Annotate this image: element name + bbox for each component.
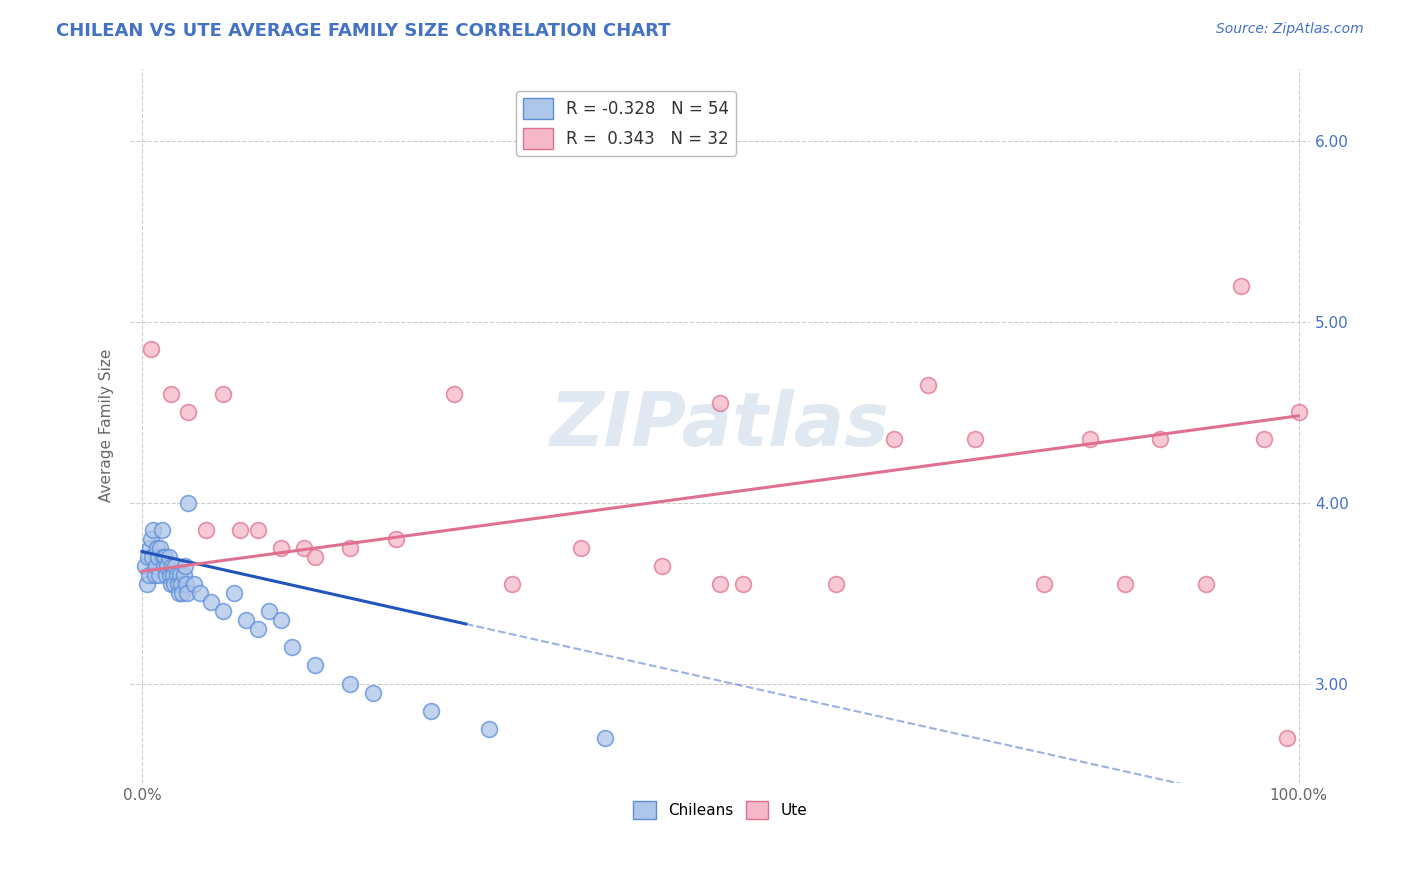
Point [257,604,280,618]
Point [153,549,176,564]
Point [160,558,183,573]
Point [1229,278,1251,293]
Point [174,577,197,591]
Point [141,342,163,356]
Point [165,558,187,573]
Point [478,722,501,736]
Point [443,387,465,401]
Point [292,541,315,555]
Point [1033,577,1056,591]
Point [177,405,200,419]
Point [339,541,361,555]
Point [176,586,198,600]
Point [183,577,205,591]
Point [270,541,292,555]
Point [235,613,257,627]
Point [139,541,162,555]
Point [159,577,181,591]
Point [246,622,269,636]
Point [135,577,157,591]
Point [501,577,523,591]
Point [1275,731,1298,745]
Point [1114,577,1136,591]
Point [733,577,755,591]
Point [385,532,408,546]
Point [420,704,443,718]
Point [163,577,186,591]
Point [153,558,176,573]
Point [571,541,593,555]
Point [304,549,326,564]
Point [150,523,173,537]
Text: CHILEAN VS UTE AVERAGE FAMILY SIZE CORRELATION CHART: CHILEAN VS UTE AVERAGE FAMILY SIZE CORRE… [56,22,671,40]
Point [155,568,177,582]
Point [159,387,181,401]
Point [1288,405,1310,419]
Point [963,433,986,447]
Point [141,532,163,546]
Point [142,523,165,537]
Point [148,568,170,582]
Point [825,577,848,591]
Point [149,541,172,555]
Point [145,558,167,573]
Point [134,558,156,573]
Point [339,676,361,690]
Point [212,604,235,618]
Point [162,568,184,582]
Point [188,586,211,600]
Point [146,541,169,555]
Point [146,549,169,564]
Point [246,523,269,537]
Point [212,387,235,401]
Legend: Chileans, Ute: Chileans, Ute [627,795,814,825]
Point [304,658,326,673]
Point [152,549,174,564]
Point [170,577,193,591]
Point [167,586,190,600]
Point [136,549,159,564]
Point [157,549,180,564]
Point [1078,433,1101,447]
Point [709,577,731,591]
Point [200,595,222,609]
Point [177,496,200,510]
Point [156,558,179,573]
Point [593,731,616,745]
Y-axis label: Average Family Size: Average Family Size [100,349,114,502]
Point [1149,433,1171,447]
Point [166,568,188,582]
Point [159,568,181,582]
Point [917,378,939,392]
Point [1195,577,1218,591]
Point [281,640,304,655]
Point [270,613,292,627]
Text: Source: ZipAtlas.com: Source: ZipAtlas.com [1216,22,1364,37]
Point [224,586,246,600]
Point [172,586,194,600]
Point [166,577,188,591]
Point [138,568,160,582]
Point [143,568,166,582]
Point [173,558,195,573]
Point [229,523,252,537]
Point [361,685,384,699]
Point [194,523,217,537]
Point [883,433,905,447]
Point [169,568,191,582]
Point [709,396,731,410]
Text: ZIPatlas: ZIPatlas [550,389,890,462]
Point [173,568,195,582]
Point [1253,433,1275,447]
Point [141,549,163,564]
Point [651,558,673,573]
